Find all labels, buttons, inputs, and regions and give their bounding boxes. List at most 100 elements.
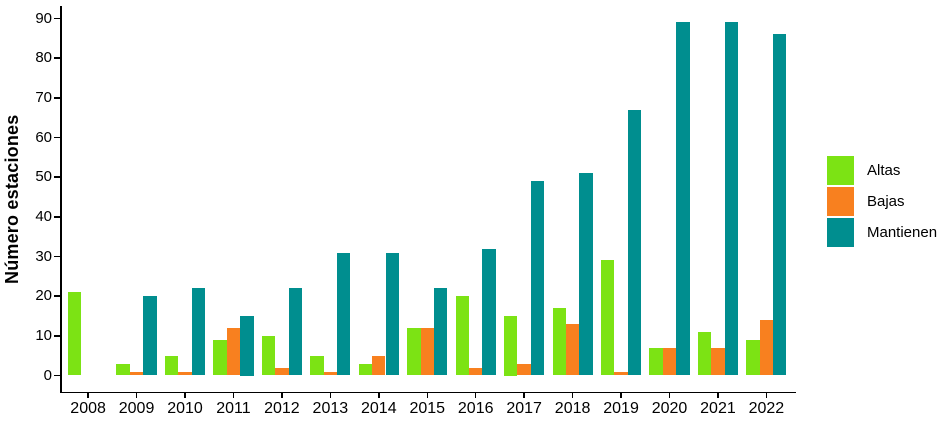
x-tick-mark	[87, 392, 89, 398]
y-tick-label: 40	[35, 207, 52, 225]
bar-altas-2020	[649, 347, 663, 376]
bar-altas-2019	[600, 260, 615, 376]
y-tick-label: 30	[35, 247, 52, 265]
bar-altas-2012	[261, 335, 276, 376]
x-tick-mark	[523, 392, 525, 398]
bar-altas-2010	[164, 355, 179, 376]
x-tick-label: 2009	[118, 400, 155, 417]
legend-item-mantienen: Mantienen	[827, 218, 937, 247]
bar-altas-2016	[455, 296, 469, 376]
x-tick-mark	[426, 392, 428, 398]
y-tick-label: 90	[35, 9, 52, 27]
x-tick-label: 2015	[409, 400, 446, 417]
y-tick-label: 10	[35, 326, 52, 344]
x-tick-label: 2011	[216, 400, 251, 417]
x-tick-label: 2008	[70, 400, 106, 417]
x-tick-label: 2014	[361, 400, 397, 417]
x-tick-label: 2010	[167, 400, 203, 417]
y-tick-mark	[54, 374, 60, 377]
x-tick-label: 2020	[651, 400, 688, 417]
bar-mantienen-2012	[288, 288, 302, 376]
bar-altas-2017	[504, 316, 518, 376]
legend-item-altas: Altas	[827, 156, 937, 185]
bar-altas-2018	[552, 308, 566, 376]
bar-bajas-2009	[129, 371, 144, 376]
y-tick-mark	[54, 295, 60, 297]
y-tick-label: 50	[35, 168, 52, 186]
bar-bajas-2020	[662, 347, 677, 376]
y-tick-mark	[54, 57, 60, 59]
y-tick-mark	[54, 216, 60, 218]
x-tick-mark	[765, 392, 768, 398]
x-tick-mark	[232, 392, 235, 398]
x-tick-mark	[184, 392, 186, 398]
bar-mantienen-2021	[724, 22, 739, 376]
bar-altas-2008	[68, 292, 82, 376]
bar-altas-2009	[116, 363, 130, 376]
bar-bajas-2016	[469, 367, 483, 376]
bar-mantienen-2013	[337, 252, 351, 376]
x-tick-mark	[329, 392, 332, 398]
bar-bajas-2013	[323, 371, 338, 376]
y-tick-mark	[54, 176, 60, 178]
bar-bajas-2018	[565, 323, 580, 376]
bar-bajas-2011	[226, 327, 241, 376]
x-axis-line	[60, 391, 796, 393]
x-tick-label: 2021	[700, 400, 736, 417]
legend-swatch-icon	[827, 187, 854, 216]
y-tick-label: 0	[43, 366, 52, 384]
legend-label: Altas	[867, 162, 901, 179]
bar-mantienen-2010	[191, 288, 206, 376]
bar-mantienen-2015	[433, 288, 448, 376]
bar-mantienen-2020	[676, 22, 690, 376]
bar-mantienen-2019	[627, 109, 642, 376]
x-tick-mark	[378, 392, 380, 398]
y-tick-mark	[54, 97, 60, 99]
legend-label: Mantienen	[867, 224, 938, 241]
y-tick-label: 80	[35, 49, 52, 67]
x-tick-mark	[620, 392, 622, 398]
y-tick-mark	[54, 136, 60, 139]
y-tick-label: 20	[35, 287, 52, 305]
bar-mantienen-2018	[579, 173, 593, 376]
bar-bajas-2012	[275, 367, 289, 376]
bar-mantienen-2009	[143, 296, 157, 376]
x-tick-mark	[135, 392, 138, 398]
bar-bajas-2019	[614, 371, 628, 376]
y-tick-mark	[54, 17, 60, 20]
bar-mantienen-2022	[773, 34, 787, 376]
bar-mantienen-2016	[482, 248, 496, 376]
x-tick-label: 2016	[457, 400, 494, 417]
bar-altas-2022	[746, 339, 760, 376]
legend-swatch-icon	[827, 156, 854, 185]
legend-item-bajas: Bajas	[827, 187, 937, 216]
x-tick-label: 2012	[264, 400, 300, 417]
x-tick-mark	[571, 392, 574, 398]
bar-mantienen-2017	[530, 181, 545, 376]
x-tick-mark	[281, 392, 283, 398]
bar-altas-2013	[310, 355, 324, 376]
bar-altas-2021	[697, 331, 712, 376]
bar-altas-2011	[213, 339, 227, 376]
x-tick-label: 2013	[312, 400, 349, 417]
bar-bajas-2015	[420, 327, 434, 376]
y-axis-line	[60, 6, 62, 392]
legend-swatch-icon	[827, 218, 854, 247]
bar-bajas-2017	[517, 363, 531, 376]
x-tick-label: 2022	[748, 400, 785, 417]
legend: Altas Bajas Mantienen	[827, 156, 937, 249]
x-tick-label: 2017	[506, 400, 542, 417]
bar-bajas-2010	[178, 371, 192, 376]
y-tick-mark	[54, 335, 60, 337]
bar-mantienen-2011	[240, 316, 254, 376]
x-tick-mark	[668, 392, 671, 398]
x-tick-label: 2018	[554, 400, 591, 417]
x-tick-mark	[717, 392, 719, 398]
legend-label: Bajas	[867, 193, 905, 210]
y-tick-mark	[54, 255, 60, 258]
bar-mantienen-2014	[385, 252, 399, 376]
y-tick-label: 70	[35, 88, 52, 106]
bar-altas-2015	[407, 327, 421, 376]
bar-bajas-2014	[372, 355, 386, 376]
